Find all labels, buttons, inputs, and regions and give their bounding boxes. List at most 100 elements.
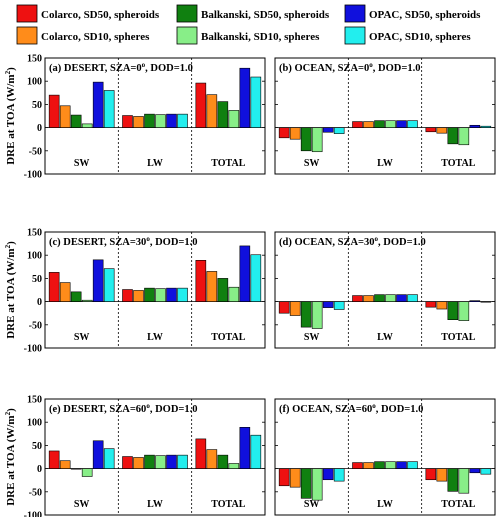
bar bbox=[59, 105, 71, 128]
bar bbox=[166, 287, 177, 302]
bar bbox=[385, 120, 396, 128]
bar bbox=[289, 127, 301, 140]
bar bbox=[81, 468, 93, 477]
legend-swatch bbox=[176, 26, 198, 45]
category-label: TOTAL bbox=[211, 158, 245, 169]
category-label: TOTAL bbox=[211, 499, 245, 510]
bar bbox=[407, 120, 418, 128]
y-tick-label: 0 bbox=[37, 464, 42, 475]
bar bbox=[311, 468, 323, 501]
bar bbox=[407, 461, 418, 469]
bar bbox=[144, 287, 155, 302]
bar bbox=[300, 301, 312, 328]
y-tick-label: -50 bbox=[29, 146, 42, 157]
category-label: SW bbox=[74, 499, 90, 510]
bar bbox=[333, 127, 345, 134]
bar bbox=[322, 301, 334, 308]
panel-title: (a) DESERT, SZA=0o, DOD=1.0 bbox=[49, 61, 193, 74]
panel-title: (c) DESERT, SZA=30o, DOD=1.0 bbox=[49, 235, 198, 248]
bar bbox=[166, 454, 177, 469]
panel-frame bbox=[44, 398, 266, 516]
y-tick-label: -50 bbox=[29, 487, 42, 498]
category-label: SW bbox=[74, 332, 90, 343]
legend-entry: Balkanski, SD10, spheres bbox=[176, 26, 320, 45]
bar bbox=[447, 127, 459, 145]
bar bbox=[133, 116, 144, 128]
bar bbox=[239, 67, 251, 128]
bar bbox=[250, 76, 262, 128]
legend-swatch bbox=[344, 4, 366, 23]
category-label: LW bbox=[377, 332, 393, 343]
bar bbox=[122, 115, 133, 128]
bar bbox=[59, 460, 71, 469]
bar bbox=[133, 457, 144, 469]
legend-swatch bbox=[344, 26, 366, 45]
bar bbox=[300, 468, 312, 499]
panel: -100 -50 0 50 100 150 SW LW TOTAL (c) DESERT, SZA… bbox=[4, 228, 266, 355]
bar bbox=[48, 94, 60, 128]
bar bbox=[206, 94, 218, 128]
legend-entry: OPAC, SD10, spheres bbox=[344, 26, 471, 45]
bar bbox=[278, 468, 290, 487]
bar bbox=[70, 468, 82, 470]
bar bbox=[195, 82, 207, 128]
bar bbox=[363, 295, 374, 302]
bar bbox=[278, 127, 290, 139]
bar bbox=[480, 301, 492, 303]
bar bbox=[228, 110, 240, 128]
category-label: TOTAL bbox=[441, 499, 475, 510]
panel-frame bbox=[44, 57, 266, 175]
bar bbox=[228, 286, 240, 302]
y-tick-label: -50 bbox=[29, 320, 42, 331]
bar bbox=[333, 468, 345, 482]
bar bbox=[396, 120, 407, 128]
panel-frame bbox=[274, 398, 496, 516]
bar bbox=[81, 123, 93, 128]
legend-entry: OPAC, SD50, spheroids bbox=[344, 4, 481, 23]
bar bbox=[385, 294, 396, 302]
panel-frame bbox=[274, 231, 496, 349]
bar bbox=[70, 114, 82, 128]
bar bbox=[300, 127, 312, 152]
bar bbox=[92, 81, 104, 128]
panel-frame bbox=[44, 231, 266, 349]
category-label: LW bbox=[147, 499, 163, 510]
legend-entry: Colarco, SD50, spheroids bbox=[16, 4, 160, 23]
category-label: LW bbox=[147, 158, 163, 169]
legend-swatch bbox=[16, 4, 38, 23]
bar bbox=[155, 455, 166, 469]
bar bbox=[166, 113, 177, 128]
bar bbox=[352, 121, 363, 128]
y-tick-label: 100 bbox=[27, 418, 42, 429]
bar bbox=[458, 127, 470, 146]
y-tick-label: 100 bbox=[27, 77, 42, 88]
category-label: TOTAL bbox=[441, 332, 475, 343]
y-tick-label: 50 bbox=[32, 100, 42, 111]
y-tick-label: -100 bbox=[24, 511, 42, 517]
panel: SW LW TOTAL (b) OCEAN, SZA=0o, DOD=1.0 bbox=[274, 57, 496, 175]
bar bbox=[92, 259, 104, 302]
bar bbox=[195, 438, 207, 469]
legend-label: OPAC, SD50, spheroids bbox=[369, 9, 481, 21]
legend-swatch bbox=[16, 26, 38, 45]
bar bbox=[155, 288, 166, 302]
legend-entry: Colarco, SD10, spheres bbox=[16, 26, 150, 45]
bar bbox=[407, 294, 418, 302]
bar bbox=[122, 456, 133, 469]
bar bbox=[70, 291, 82, 302]
bar bbox=[48, 450, 60, 469]
y-tick-label: 100 bbox=[27, 251, 42, 262]
y-axis-label: DRE at TOA (W/m2) bbox=[4, 408, 17, 506]
category-label: SW bbox=[304, 158, 320, 169]
bar bbox=[469, 468, 481, 474]
bar bbox=[374, 120, 385, 128]
category-label: SW bbox=[74, 158, 90, 169]
bar bbox=[322, 127, 334, 133]
bar bbox=[239, 427, 251, 469]
bar bbox=[206, 271, 218, 302]
bar bbox=[425, 301, 437, 308]
bar bbox=[322, 468, 334, 481]
bar bbox=[48, 272, 60, 302]
bar bbox=[206, 449, 218, 469]
